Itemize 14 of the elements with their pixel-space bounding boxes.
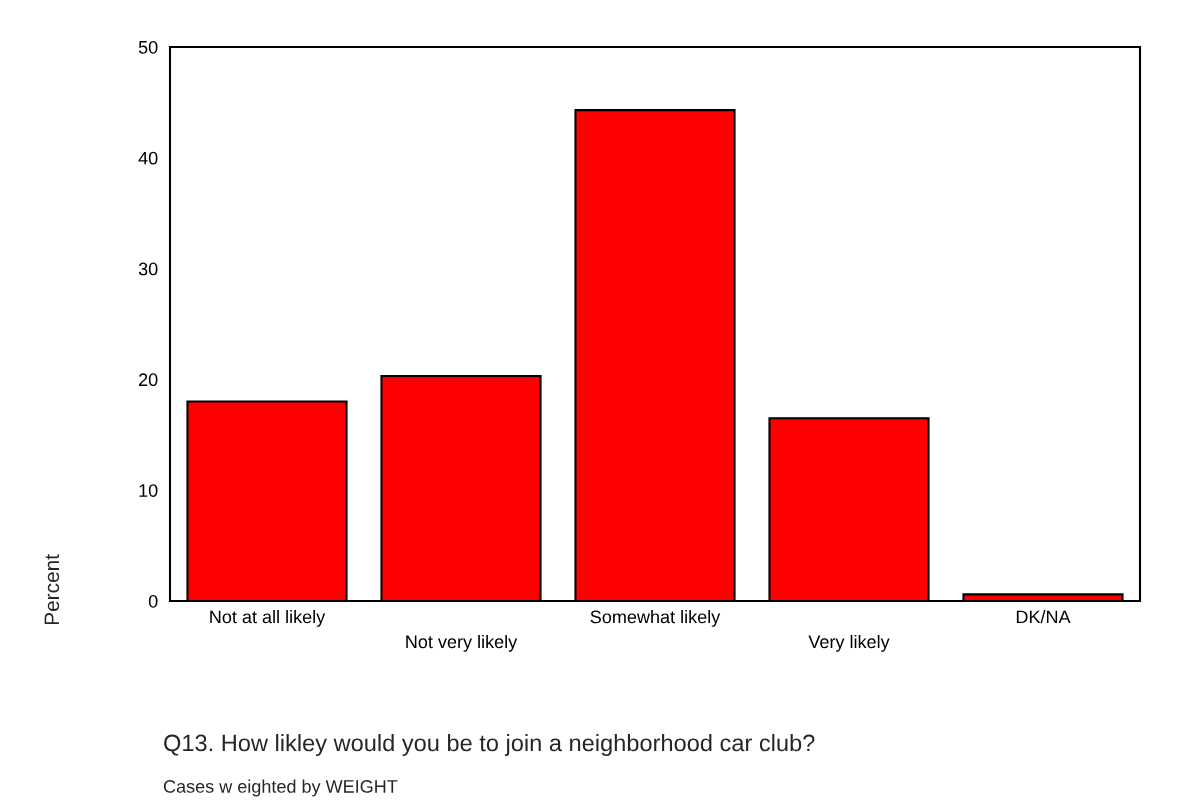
y-tick-label: 40 [138,151,158,165]
x-tick-label: Not very likely [406,634,518,652]
x-axis-title: Q13. How likley would you be to join a neighborhood car club? [164,733,815,757]
y-tick-label: 0 [148,594,158,608]
x-tick-label: Not at all likely [210,610,326,627]
x-tick-label: Very likely [808,634,890,652]
y-tick-label: 10 [139,484,158,497]
y-tick-label: 30 [138,262,158,276]
x-tick-label: DK/NA [1016,610,1071,624]
y-axis-title: Percent [44,554,60,625]
text: Cases w eighted by WEIGHT [163,779,398,797]
y-tick-label: 20 [139,373,158,387]
y-tick-label: 50 [138,40,158,54]
x-tick-label: Somewhat likely [590,610,721,627]
